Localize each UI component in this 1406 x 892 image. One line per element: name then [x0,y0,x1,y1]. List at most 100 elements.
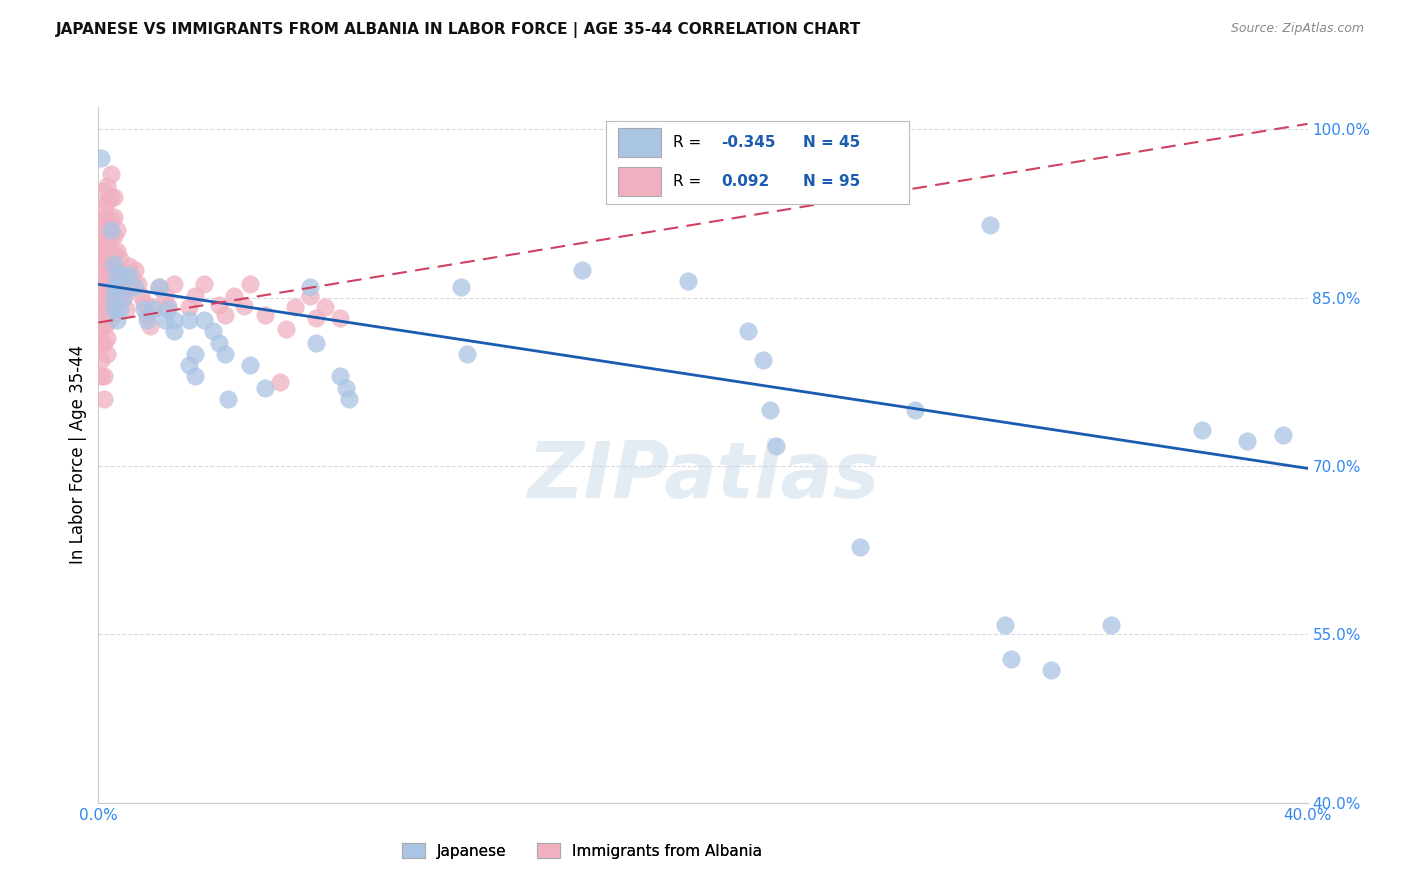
Point [90,335,112,350]
Point [139,318,162,333]
Point [108,288,131,302]
Point [96,214,118,228]
Point [337,392,360,406]
Point [118,279,141,293]
Point [90,212,112,227]
Point [96,195,118,210]
Point [108,301,131,316]
Point [93,218,115,232]
Point [96,300,118,314]
Point [752,352,775,367]
Point [93,252,115,266]
Point [114,301,136,316]
Point [93,268,115,283]
Text: JAPANESE VS IMMIGRANTS FROM ALBANIA IN LABOR FORCE | AGE 35-44 CORRELATION CHART: JAPANESE VS IMMIGRANTS FROM ALBANIA IN L… [56,22,862,38]
Point [93,184,115,198]
Point [100,296,122,310]
Point [108,252,131,266]
Point [114,282,136,296]
Point [111,291,134,305]
Point [904,403,927,417]
Point [676,274,699,288]
Point [299,279,322,293]
Point [135,313,157,327]
Point [105,279,128,293]
Point [103,246,125,260]
Point [103,210,125,224]
Point [93,235,115,249]
Point [111,270,134,285]
Point [100,229,122,244]
Point [849,540,872,554]
Point [90,268,112,283]
Point [103,257,125,271]
Point [103,301,125,316]
Point [118,260,141,274]
Point [758,403,780,417]
Point [90,285,112,300]
Point [96,268,118,283]
Point [135,308,157,322]
Point [96,347,118,361]
Point [1099,618,1122,632]
Point [103,229,125,244]
Point [93,392,115,406]
Point [90,369,112,384]
Point [93,301,115,316]
Point [100,167,122,181]
Point [93,318,115,333]
Point [148,279,170,293]
Point [184,369,207,384]
Point [335,381,357,395]
Point [329,369,352,384]
Point [177,300,201,314]
Point [214,308,236,322]
Point [108,268,131,283]
Point [96,316,118,330]
Point [456,347,478,361]
Point [239,358,262,372]
Point [253,381,276,395]
Point [118,268,141,283]
Point [202,325,225,339]
Point [163,277,186,292]
Point [103,279,125,293]
Text: Source: ZipAtlas.com: Source: ZipAtlas.com [1230,22,1364,36]
Point [90,318,112,333]
Point [100,248,122,262]
Y-axis label: In Labor Force | Age 35-44: In Labor Force | Age 35-44 [69,345,87,565]
Point [217,392,239,406]
Point [111,291,134,305]
Point [90,301,112,316]
Point [153,288,176,302]
Point [96,252,118,266]
Point [87,223,110,237]
Point [163,313,186,327]
Point [90,235,112,249]
Point [111,268,134,283]
Point [105,262,128,277]
Point [100,223,122,237]
Point [96,331,118,345]
Point [105,282,128,296]
Point [305,311,328,326]
Point [100,311,122,326]
Point [208,297,231,311]
Point [156,301,179,316]
Point [142,301,165,316]
Point [93,285,115,300]
Point [269,375,291,389]
Text: ZIPatlas: ZIPatlas [527,438,879,514]
Point [103,262,125,277]
Point [153,313,176,327]
Point [156,299,179,313]
Point [737,325,759,339]
Point [1039,664,1062,678]
Point [184,288,207,302]
Point [232,299,254,313]
Point [1191,423,1213,437]
Point [994,618,1017,632]
Point [124,262,146,277]
Point [129,288,152,302]
Point [765,439,787,453]
